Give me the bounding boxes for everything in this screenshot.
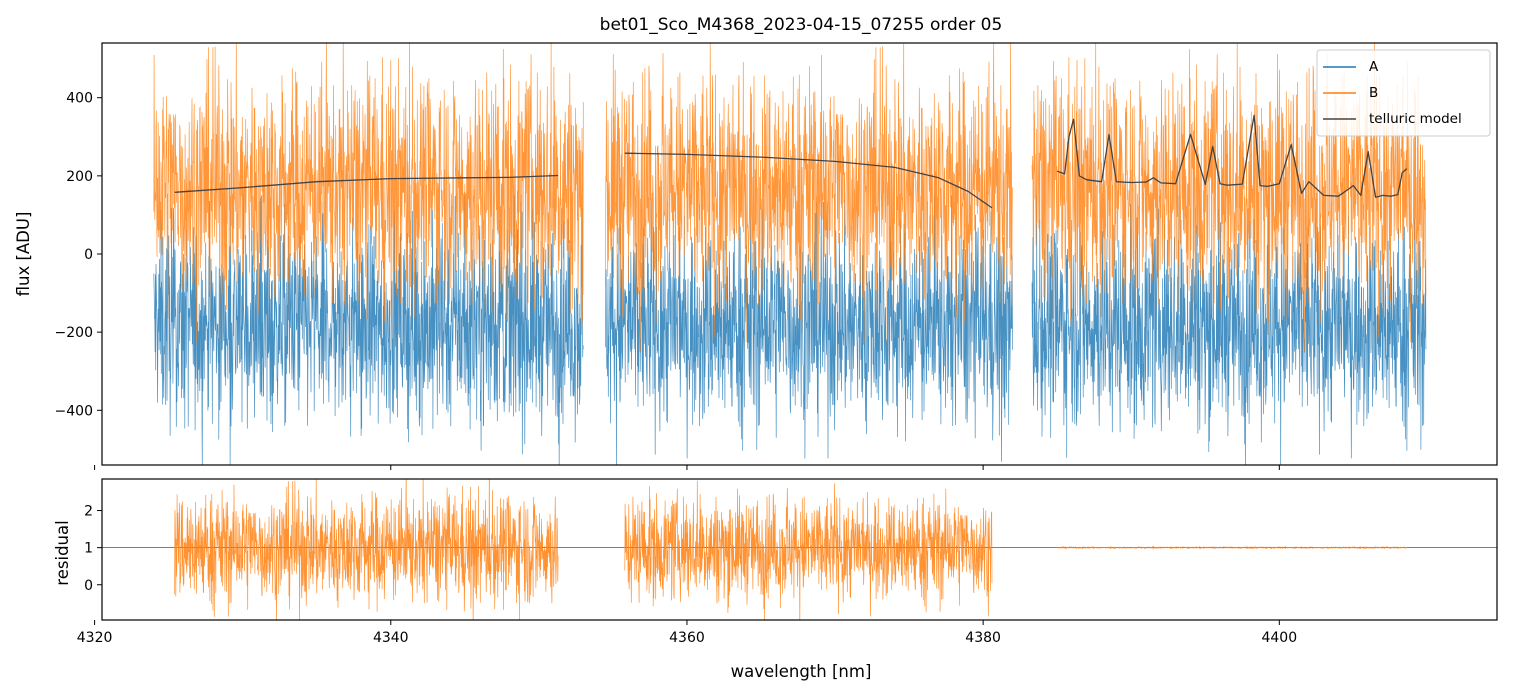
xtick-label: 4380: [965, 630, 1001, 646]
legend-label-a: A: [1369, 59, 1379, 75]
series-a-segment-1: [153, 195, 584, 465]
flux-panel: 400 200 0 −200 −400 flux [ADU] A B telluric …: [14, 42, 1498, 470]
residual-segment-2: [624, 480, 993, 620]
residual-ytick-label: 0: [84, 578, 93, 594]
chart-title: bet01_Sco_M4368_2023-04-15_07255 order 0…: [600, 15, 1003, 35]
flux-y-axis-label: flux [ADU]: [14, 212, 33, 297]
x-axis-label: wavelength [nm]: [731, 662, 872, 681]
residual-panel-frame: [101, 478, 1498, 621]
series-b-segment-1: [153, 43, 584, 347]
residual-ytick-label: 1: [84, 541, 93, 557]
flux-panel-frame: [101, 42, 1498, 466]
telluric-model-segment-1: [174, 174, 559, 193]
series-a-segment-2: [605, 195, 1014, 465]
flux-ytick-label: 400: [66, 91, 93, 107]
legend-box: [1316, 49, 1491, 137]
legend-label-b: B: [1369, 85, 1378, 101]
flux-ytick-label: −400: [55, 403, 93, 419]
telluric-model-segment-3: [1056, 114, 1408, 198]
xtick-label: 4320: [77, 630, 113, 646]
legend: A B telluric model: [1316, 49, 1491, 137]
flux-ytick-label: −200: [55, 325, 93, 341]
residual-ytick-label: 2: [84, 504, 93, 520]
legend-label-telluric: telluric model: [1369, 111, 1462, 127]
flux-ytick-label: 200: [66, 169, 93, 185]
xtick-label: 4340: [373, 630, 409, 646]
residual-segment-3: [1057, 545, 1408, 550]
series-a-segment-3: [1031, 195, 1427, 465]
series-b-segment-2: [605, 43, 1014, 352]
flux-ytick-label: 0: [84, 247, 93, 263]
telluric-model-segment-2: [624, 152, 993, 209]
residual-panel: 2 1 0 4320 4340 4360 4380 4400 residual wavelen…: [53, 478, 1498, 681]
residual-segment-1: [174, 479, 559, 620]
xtick-label: 4360: [669, 630, 705, 646]
xtick-label: 4400: [1261, 630, 1297, 646]
residual-y-axis-label: residual: [53, 520, 72, 585]
